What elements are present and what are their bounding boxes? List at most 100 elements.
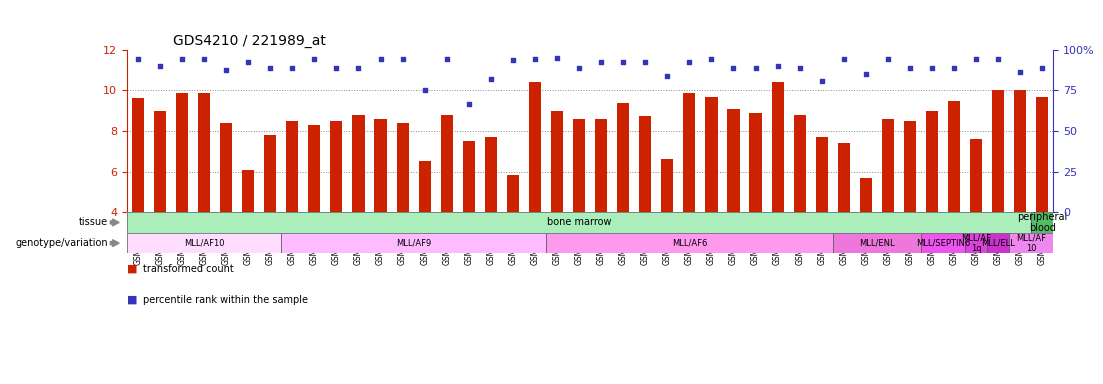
Text: MLL/AF
1q: MLL/AF 1q [961,233,992,253]
Bar [882,119,893,212]
Point [835,56,853,62]
Point [769,63,786,69]
Bar [265,135,276,212]
Bar [1015,91,1026,212]
Point [239,59,257,65]
Point [394,56,411,62]
Bar [529,82,542,212]
Text: MLL/AF9: MLL/AF9 [396,238,431,248]
Text: percentile rank within the sample: percentile rank within the sample [143,295,309,305]
Point [438,56,456,62]
Point [328,65,345,71]
Point [482,76,500,83]
Bar [987,233,1009,253]
Point [879,56,897,62]
Bar [546,233,833,253]
Text: tissue: tissue [79,217,108,227]
Point [703,56,720,62]
Text: MLL/SEPTIN6: MLL/SEPTIN6 [915,238,971,248]
Bar [127,233,281,253]
Bar [794,115,805,212]
Bar [838,143,849,212]
Bar [287,121,298,212]
Text: MLL/ENL: MLL/ENL [859,238,895,248]
Point [725,65,742,71]
Text: ■: ■ [127,264,138,274]
Bar [330,121,342,212]
Bar [596,119,608,212]
Point [747,65,764,71]
Bar [154,111,167,212]
Bar [683,93,696,212]
Point [636,59,654,65]
Point [1011,69,1029,75]
Text: MLL/AF6: MLL/AF6 [672,238,707,248]
Point [173,56,191,62]
Bar [308,125,321,212]
Bar [281,233,546,253]
Bar [418,161,430,212]
Point [681,59,698,65]
Bar [243,170,254,212]
Point [526,56,544,62]
Bar [463,141,474,212]
Point [658,73,676,79]
Text: MLL/AF10: MLL/AF10 [184,238,224,248]
Point [350,65,367,71]
Point [261,65,279,71]
Point [504,57,522,63]
Point [923,65,941,71]
Bar [550,111,563,212]
Point [151,63,169,69]
Point [945,65,963,71]
Bar [706,96,718,212]
Bar [1009,233,1053,253]
Bar [833,233,921,253]
Point [614,59,632,65]
Point [901,65,919,71]
Point [460,101,478,107]
Point [283,65,301,71]
Bar [728,109,739,212]
Bar [640,116,651,212]
Bar [353,115,364,212]
Point [791,65,808,71]
Point [967,56,985,62]
Bar [574,119,586,212]
Text: transformed count: transformed count [143,264,234,274]
Text: genotype/variation: genotype/variation [15,238,108,248]
Bar [199,93,210,212]
Point [416,88,433,94]
Text: MLL/ELL: MLL/ELL [982,238,1015,248]
Bar [965,233,987,253]
Bar [662,159,673,212]
Bar [484,137,496,212]
Text: peripheral
blood: peripheral blood [1017,212,1068,233]
Text: GDS4210 / 221989_at: GDS4210 / 221989_at [173,33,326,48]
Text: MLL/AF
10: MLL/AF 10 [1016,233,1047,253]
Point [989,56,1007,62]
Bar [971,139,982,212]
Text: ■: ■ [127,295,138,305]
Bar [374,119,386,212]
Bar [772,82,783,212]
Point [857,71,875,77]
Bar [750,113,762,212]
Point [813,78,831,84]
Point [548,55,566,61]
Bar [993,91,1004,212]
Point [306,56,323,62]
Point [570,65,588,71]
Bar [440,115,452,212]
Bar [921,233,965,253]
Bar [219,123,232,212]
Point [195,56,213,62]
Point [372,56,389,62]
Bar [618,103,629,212]
Text: bone marrow: bone marrow [547,217,611,227]
Bar [175,93,188,212]
Bar [1037,96,1049,212]
Bar [949,101,960,212]
Bar [132,98,143,212]
Bar [507,175,518,212]
